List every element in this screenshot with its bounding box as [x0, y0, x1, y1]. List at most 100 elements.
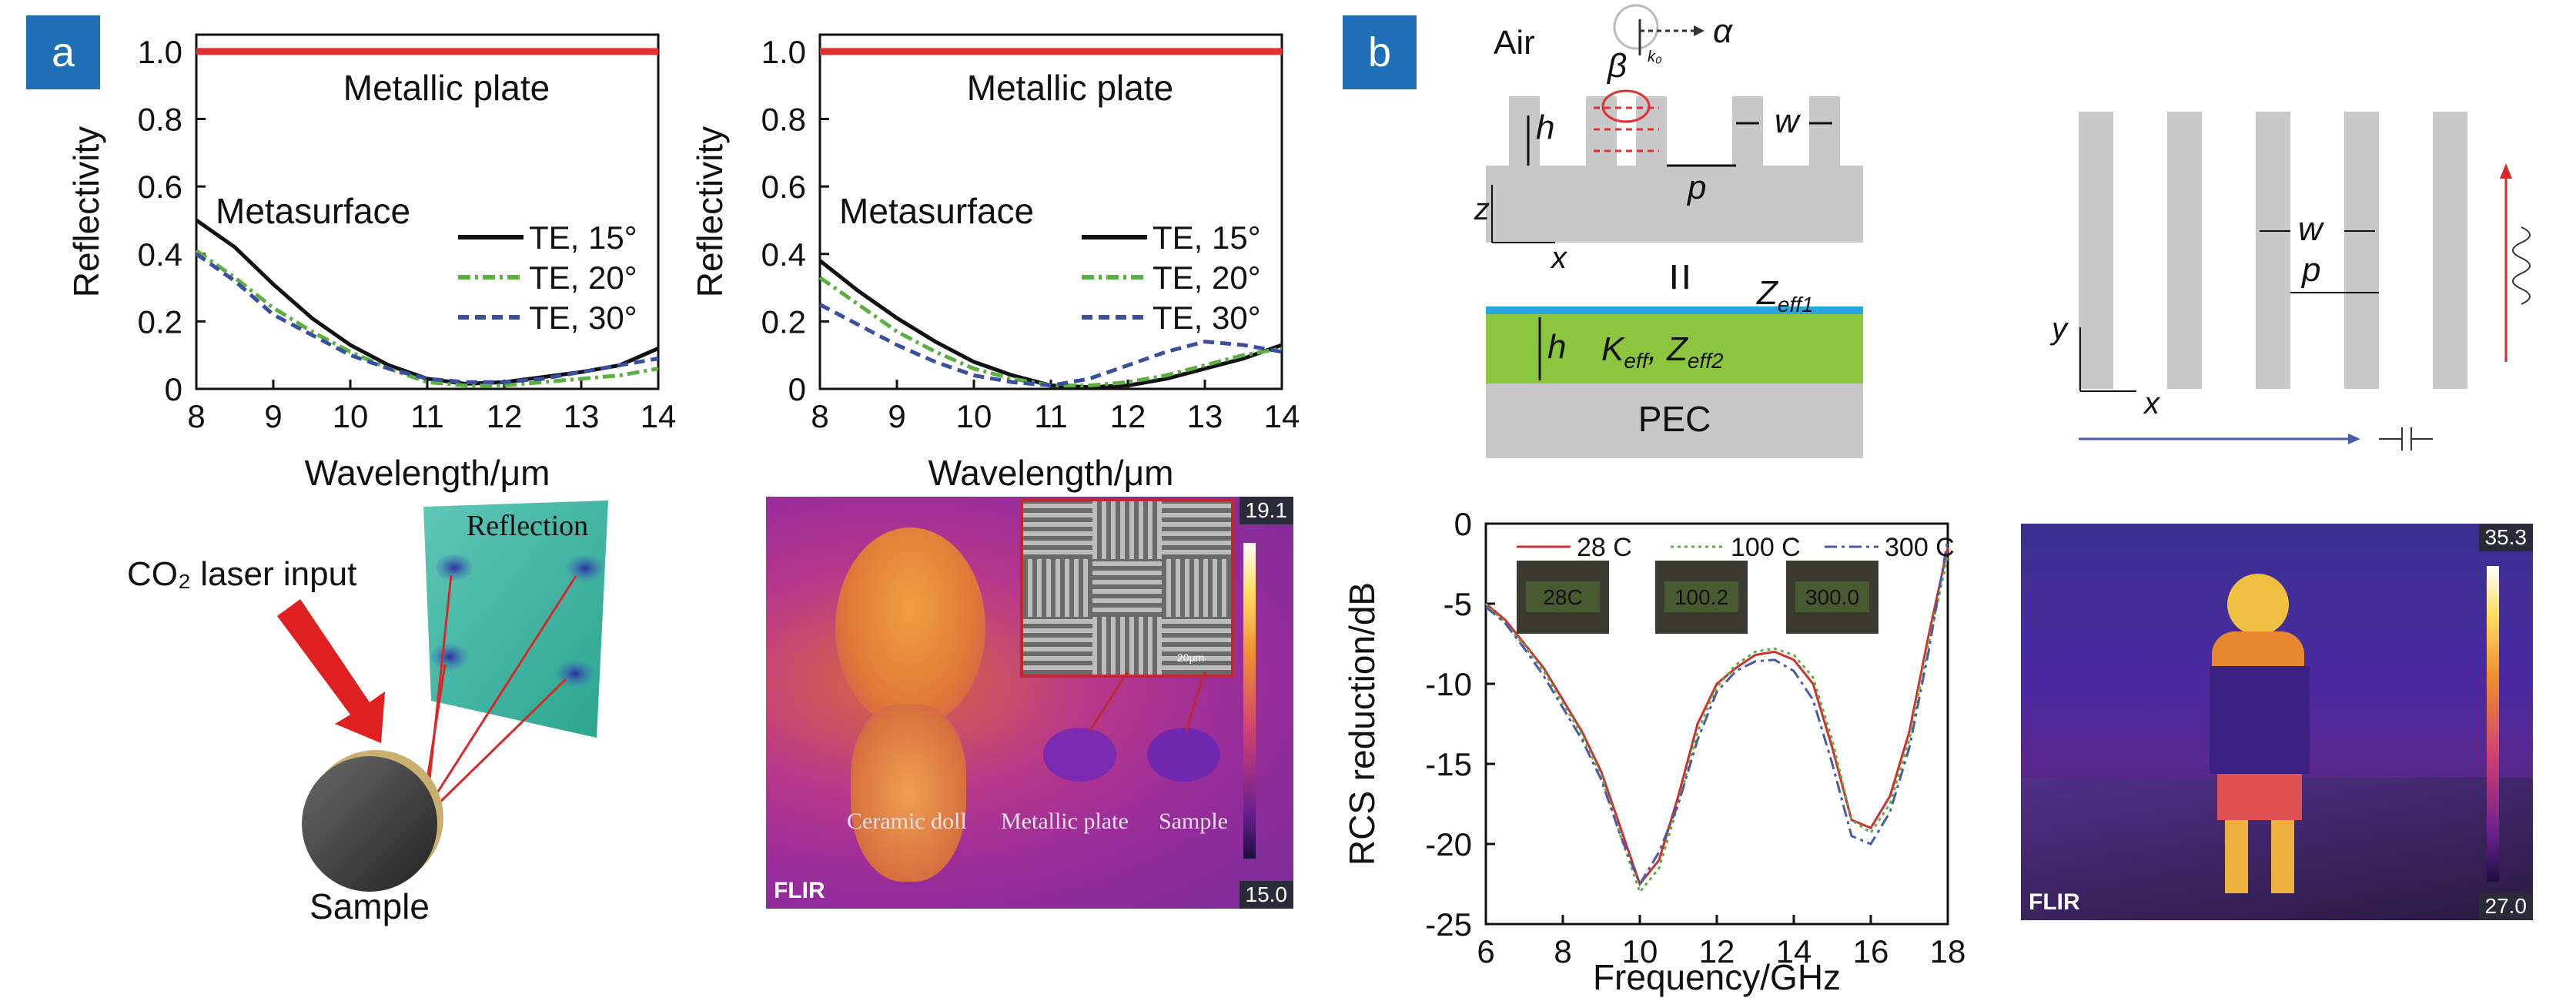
- grating-ridge: [1586, 96, 1617, 166]
- label-metallic-plate: Metallic plate: [1001, 809, 1129, 834]
- panel-label-a: a: [26, 15, 100, 89]
- inset-pointer: [1088, 671, 1129, 732]
- metasurface-sample: [2210, 666, 2310, 774]
- x-tick-label: 10: [333, 398, 369, 434]
- temp-min: 15.0: [1239, 881, 1293, 909]
- legend-label: TE, 20°: [1153, 260, 1261, 296]
- keff-zeff2-label: Keff, Zeff2: [1601, 330, 1724, 373]
- display-readout: 28C: [1543, 585, 1582, 609]
- y-tick-label: 1.0: [138, 34, 182, 70]
- annotation-metasurface: Metasurface: [216, 191, 410, 231]
- panel-label-b: b: [1343, 15, 1417, 89]
- pec-ground: [1486, 383, 1863, 458]
- grating-ridge: [1509, 96, 1540, 166]
- flir-logo: FLIR: [2029, 889, 2080, 915]
- x-tick-label: 9: [264, 398, 282, 434]
- y-tick-label: -20: [1425, 826, 1472, 862]
- legend-label: TE, 15°: [1153, 219, 1261, 256]
- pec-label: PEC: [1638, 399, 1711, 439]
- series-line-100-c: [1484, 555, 1949, 895]
- wave-icon: [2512, 226, 2531, 305]
- y-tick-label: 0.4: [761, 236, 806, 273]
- x-tick-label: 13: [564, 398, 600, 434]
- p-label: p: [2300, 251, 2320, 289]
- impedance-sheet: [1486, 306, 1863, 314]
- current-loop: [1601, 89, 1651, 123]
- ceramic-doll-body: [851, 705, 966, 882]
- metasurface-cross-section: Air α β k₀ h w p z x = Zeff1 h Keff, Zef…: [1474, 4, 1863, 458]
- y-tick-label: 0.8: [761, 102, 806, 138]
- laser-input-label: CO₂ laser input: [127, 555, 356, 593]
- x-axis-label: Frequency/GHz: [1593, 957, 1841, 997]
- y-tick-label: -10: [1425, 666, 1472, 702]
- x-tick-label: 16: [1853, 933, 1889, 969]
- y-tick-label: 0.2: [761, 303, 806, 340]
- y-tick-label: -15: [1425, 746, 1472, 782]
- x-tick-label: 9: [888, 398, 905, 434]
- reflected-ray: [430, 575, 577, 803]
- w-label: w: [1775, 102, 1802, 140]
- colorbar: [2487, 566, 2499, 882]
- person-silhouette: [2227, 574, 2289, 635]
- alpha-label: α: [1713, 12, 1734, 50]
- y-axis-label: Reflectivity: [66, 126, 106, 297]
- sample-disc: [302, 756, 437, 892]
- annotation-metallic-plate: Metallic plate: [967, 68, 1173, 108]
- flir-logo: FLIR: [774, 878, 825, 903]
- sample-label: Sample: [309, 886, 430, 926]
- y-tick-label: 0.4: [138, 236, 182, 273]
- y-tick-label: 0.8: [138, 102, 182, 138]
- y-tick-label: -25: [1425, 906, 1472, 943]
- laser-reflection-schematic: Reflection CO₂ laser input Sample: [127, 501, 608, 926]
- y-tick-label: -5: [1444, 586, 1472, 622]
- sem-inset: 20μm: [1020, 498, 1234, 678]
- x-tick-label: 14: [1264, 398, 1300, 434]
- legend-label: 300 C: [1885, 533, 1955, 562]
- x-axis-label: x: [2143, 387, 2161, 420]
- y-axis-label: y: [2049, 312, 2069, 346]
- equivalence-sign: =: [1653, 263, 1708, 291]
- display-readout: 300.0: [1805, 585, 1859, 609]
- temp-min: 27.0: [2478, 892, 2533, 920]
- air-label: Air: [1494, 24, 1535, 62]
- legend-label: TE, 30°: [529, 300, 637, 336]
- x-tick-label: 8: [187, 398, 205, 434]
- incident-wave-icon: [1613, 4, 1659, 50]
- thermal-image-b: 35.3 27.0 FLIR: [2021, 524, 2533, 920]
- reflected-ray: [426, 574, 453, 802]
- grating-ridge: [1809, 96, 1840, 166]
- reflection-label: Reflection: [467, 510, 588, 542]
- substrate: [1486, 166, 1863, 243]
- x-tick-label: 12: [487, 398, 523, 434]
- reflection-spot: [567, 555, 604, 581]
- series-line-te-15-: [195, 218, 660, 386]
- y-tick-label: 1.0: [761, 34, 806, 70]
- series-line-28-c: [1485, 547, 1949, 887]
- strip: [2344, 112, 2379, 389]
- x-tick-label: 10: [956, 398, 992, 434]
- layer-h-label: h: [1547, 328, 1566, 366]
- reflectivity-chart-1: 0 0.2 0.4 0.6 0.8 1.0 8 9 10 11 12 13 14 Reflectivi…: [66, 33, 676, 493]
- x-axis-label: Wavelength/μm: [305, 453, 550, 493]
- y-tick-label: 0: [788, 371, 806, 407]
- label-ceramic-doll: Ceramic doll: [847, 809, 967, 834]
- legend-label: TE, 15°: [529, 219, 637, 256]
- metasurface-top-view: w p y x: [2049, 112, 2531, 450]
- annotation-metasurface: Metasurface: [839, 191, 1034, 231]
- y-tick-label: 0.6: [761, 169, 806, 205]
- ceramic-doll: [835, 527, 985, 728]
- reflectivity-chart-2: 0 0.2 0.4 0.6 0.8 1.0 8 9 10 11 12 13 14 Reflectivi…: [690, 33, 1300, 493]
- h-label: h: [1536, 109, 1554, 146]
- temp-max: 35.3: [2478, 524, 2533, 551]
- effective-layer: [1486, 314, 1863, 383]
- label-sample: Sample: [1159, 809, 1228, 834]
- reflection-spot: [431, 644, 468, 670]
- k0-label: k₀: [1648, 49, 1661, 65]
- x-tick-label: 12: [1110, 398, 1146, 434]
- rcs-chart: 0 -5 -10 -15 -20 -25 6 8 10 12 14 16 18 28C 100.2 300…: [1342, 506, 1966, 997]
- metallic-plate-disc: [1043, 728, 1116, 782]
- p-label: p: [1686, 169, 1706, 206]
- w-label: w: [2298, 210, 2325, 248]
- x-tick-label: 18: [1930, 933, 1966, 969]
- z-axis-label: z: [1474, 193, 1490, 226]
